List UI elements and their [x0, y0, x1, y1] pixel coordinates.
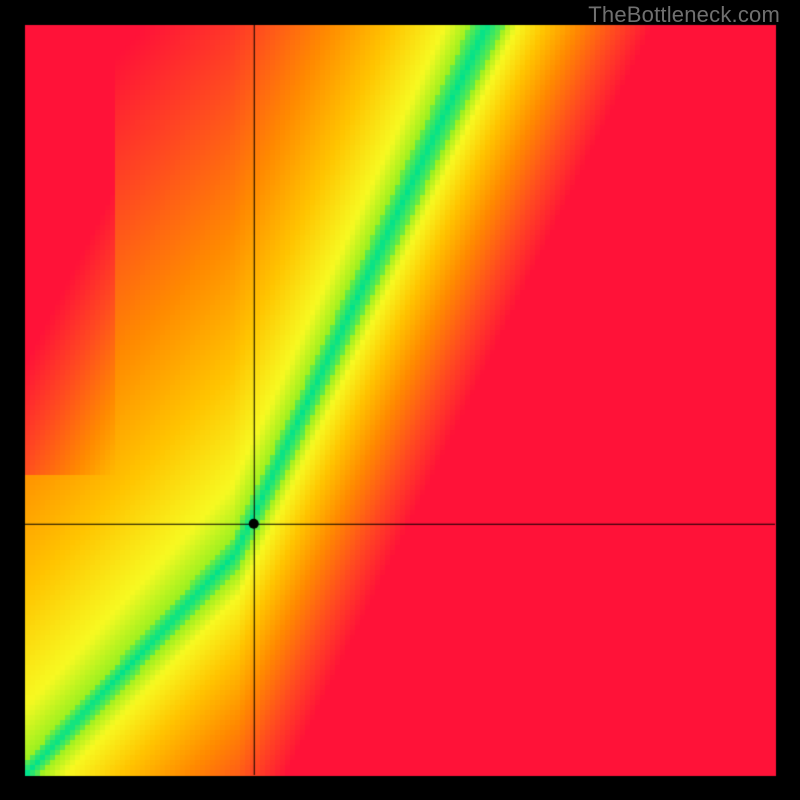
heatmap-canvas	[0, 0, 800, 800]
chart-container: TheBottleneck.com	[0, 0, 800, 800]
watermark-text: TheBottleneck.com	[588, 2, 780, 28]
